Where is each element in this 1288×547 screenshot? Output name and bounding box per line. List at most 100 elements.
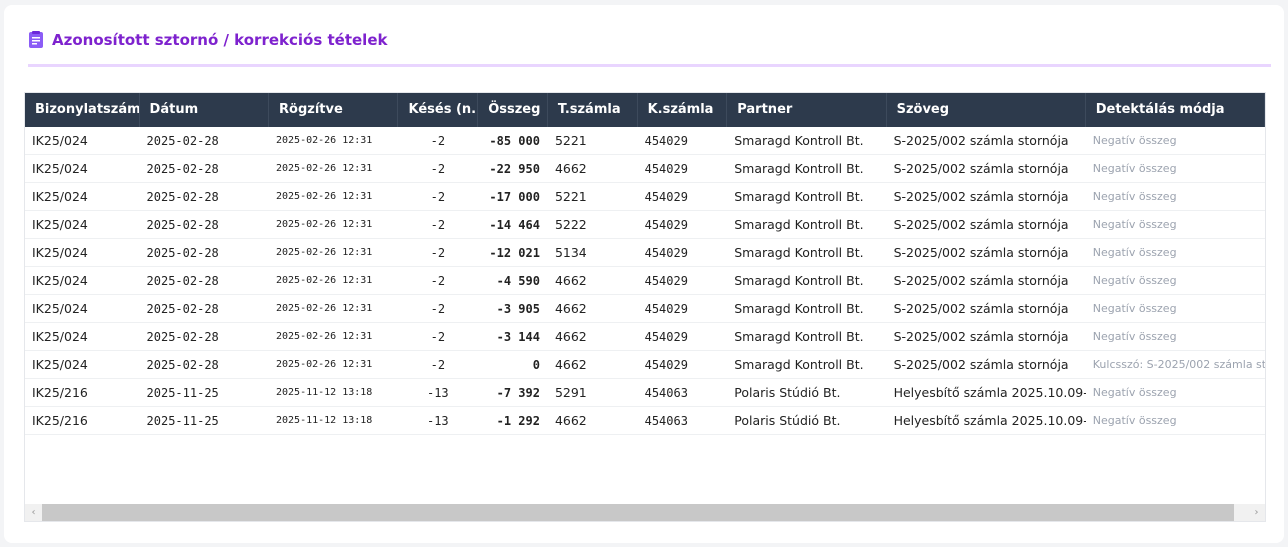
cell-szoveg: S-2025/002 számla stornója [893,189,1069,204]
cell-partner: Smaragd Kontroll Bt. [734,301,864,316]
cell-bizonylatszam: IK25/216 [32,413,88,428]
column-header-keses[interactable]: Késés (n. [398,93,479,127]
cell-osszeg: 0 [532,357,540,372]
cell-partner: Smaragd Kontroll Bt. [734,245,864,260]
cell-osszeg: -3 144 [496,329,540,344]
cell-osszeg: -1 292 [496,413,540,428]
table-row[interactable]: IK25/216 2025-11-25 2025-11-12 13:18 -13 -1 … [25,407,1265,435]
cell-detektalas: Kulcsszó: S-2025/002 számla stornója [1092,358,1265,371]
cell-detektalas: Negatív összeg [1092,330,1177,343]
cell-keses: -2 [430,301,446,316]
cell-k-szamla: 454029 [644,161,688,176]
cell-detektalas: Negatív összeg [1092,218,1177,231]
cell-partner: Polaris Stúdió Bt. [734,385,841,400]
column-header-detektalas[interactable]: Detektálás módja [1086,93,1265,127]
table-row[interactable]: IK25/024 2025-02-28 2025-02-26 12:31 -2 -3 9… [25,295,1265,323]
cell-rogzitve: 2025-02-26 12:31 [276,331,373,342]
column-header-t-szamla[interactable]: T.számla [548,93,638,127]
cell-rogzitve: 2025-02-26 12:31 [276,163,373,174]
scroll-left-icon[interactable]: ‹ [31,507,36,518]
column-header-partner[interactable]: Partner [727,93,887,127]
cell-datum: 2025-02-28 [146,329,219,344]
panel-title: Azonosított sztornó / korrekciós tételek [28,31,387,49]
cell-t-szamla: 5291 [554,385,587,400]
cell-szoveg: S-2025/002 számla stornója [893,217,1069,232]
cell-szoveg: S-2025/002 számla stornója [893,329,1069,344]
column-header-rogzitve[interactable]: Rögzítve [269,93,399,127]
horizontal-scrollbar[interactable]: ‹ › [25,504,1265,521]
cell-keses: -2 [430,245,446,260]
cell-t-szamla: 5134 [554,245,587,260]
cell-t-szamla: 4662 [554,413,587,428]
cell-t-szamla: 4662 [554,357,587,372]
cell-keses: -13 [426,385,449,400]
cell-bizonylatszam: IK25/024 [32,245,88,260]
cell-rogzitve: 2025-11-12 13:18 [276,387,373,398]
cell-osszeg: -7 392 [496,385,540,400]
table-row[interactable]: IK25/024 2025-02-28 2025-02-26 12:31 -2 0 466… [25,351,1265,379]
cell-datum: 2025-11-25 [146,413,219,428]
cell-bizonylatszam: IK25/024 [32,161,88,176]
cell-partner: Smaragd Kontroll Bt. [734,189,864,204]
table-row[interactable]: IK25/024 2025-02-28 2025-02-26 12:31 -2 -14 … [25,211,1265,239]
table-row[interactable]: IK25/024 2025-02-28 2025-02-26 12:31 -2 -12 … [25,239,1265,267]
table-row[interactable]: IK25/024 2025-02-28 2025-02-26 12:31 -2 -22 … [25,155,1265,183]
cell-bizonylatszam: IK25/024 [32,357,88,372]
cell-rogzitve: 2025-02-26 12:31 [276,247,373,258]
cell-keses: -2 [430,357,446,372]
cell-detektalas: Negatív összeg [1092,386,1177,399]
table-row[interactable]: IK25/024 2025-02-28 2025-02-26 12:31 -2 -17 … [25,183,1265,211]
cell-k-szamla: 454029 [644,189,688,204]
column-header-szoveg[interactable]: Szöveg [887,93,1086,127]
column-header-osszeg[interactable]: Összeg [478,93,548,127]
cell-k-szamla: 454029 [644,273,688,288]
cell-bizonylatszam: IK25/024 [32,273,88,288]
cell-partner: Smaragd Kontroll Bt. [734,133,864,148]
table-row[interactable]: IK25/216 2025-11-25 2025-11-12 13:18 -13 -7 … [25,379,1265,407]
cell-osszeg: -3 905 [496,301,540,316]
cell-detektalas: Negatív összeg [1092,134,1177,147]
cell-szoveg: Helyesbítő számla 2025.10.09-10 [893,413,1086,428]
cell-datum: 2025-02-28 [146,245,219,260]
cell-rogzitve: 2025-02-26 12:31 [276,135,373,146]
cell-partner: Smaragd Kontroll Bt. [734,273,864,288]
cell-k-szamla: 454029 [644,245,688,260]
column-header-bizonylatszam[interactable]: Bizonylatszám [25,93,140,127]
scrollbar-thumb[interactable] [42,504,1234,521]
table-row[interactable]: IK25/024 2025-02-28 2025-02-26 12:31 -2 -85 … [25,127,1265,155]
cell-detektalas: Negatív összeg [1092,246,1177,259]
cell-bizonylatszam: IK25/024 [32,329,88,344]
cell-osszeg: -17 000 [489,189,540,204]
scroll-right-icon[interactable]: › [1254,507,1259,518]
data-table: Bizonylatszám Dátum Rögzítve Késés (n. Össze… [24,92,1266,522]
cell-osszeg: -22 950 [489,161,540,176]
cell-k-szamla: 454029 [644,329,688,344]
cell-rogzitve: 2025-02-26 12:31 [276,219,373,230]
table-header: Bizonylatszám Dátum Rögzítve Késés (n. Össze… [25,93,1265,127]
table-row[interactable]: IK25/024 2025-02-28 2025-02-26 12:31 -2 -4 5… [25,267,1265,295]
cell-keses: -13 [426,413,449,428]
cell-t-szamla: 4662 [554,301,587,316]
cell-t-szamla: 4662 [554,273,587,288]
clipboard-icon [28,31,44,49]
column-header-datum[interactable]: Dátum [140,93,270,127]
cell-datum: 2025-02-28 [146,357,219,372]
cell-k-szamla: 454029 [644,217,688,232]
cell-szoveg: S-2025/002 számla stornója [893,357,1069,372]
divider [28,64,1271,67]
cell-keses: -2 [430,217,446,232]
cell-datum: 2025-02-28 [146,133,219,148]
table-row[interactable]: IK25/024 2025-02-28 2025-02-26 12:31 -2 -3 1… [25,323,1265,351]
cell-detektalas: Negatív összeg [1092,274,1177,287]
cell-rogzitve: 2025-02-26 12:31 [276,191,373,202]
cell-bizonylatszam: IK25/024 [32,217,88,232]
cell-t-szamla: 4662 [554,161,587,176]
cell-datum: 2025-02-28 [146,301,219,316]
cell-keses: -2 [430,161,446,176]
cell-osszeg: -85 000 [489,133,540,148]
cell-datum: 2025-11-25 [146,385,219,400]
column-header-k-szamla[interactable]: K.számla [638,93,728,127]
cell-partner: Polaris Stúdió Bt. [734,413,841,428]
cell-datum: 2025-02-28 [146,189,219,204]
cell-szoveg: S-2025/002 számla stornója [893,245,1069,260]
